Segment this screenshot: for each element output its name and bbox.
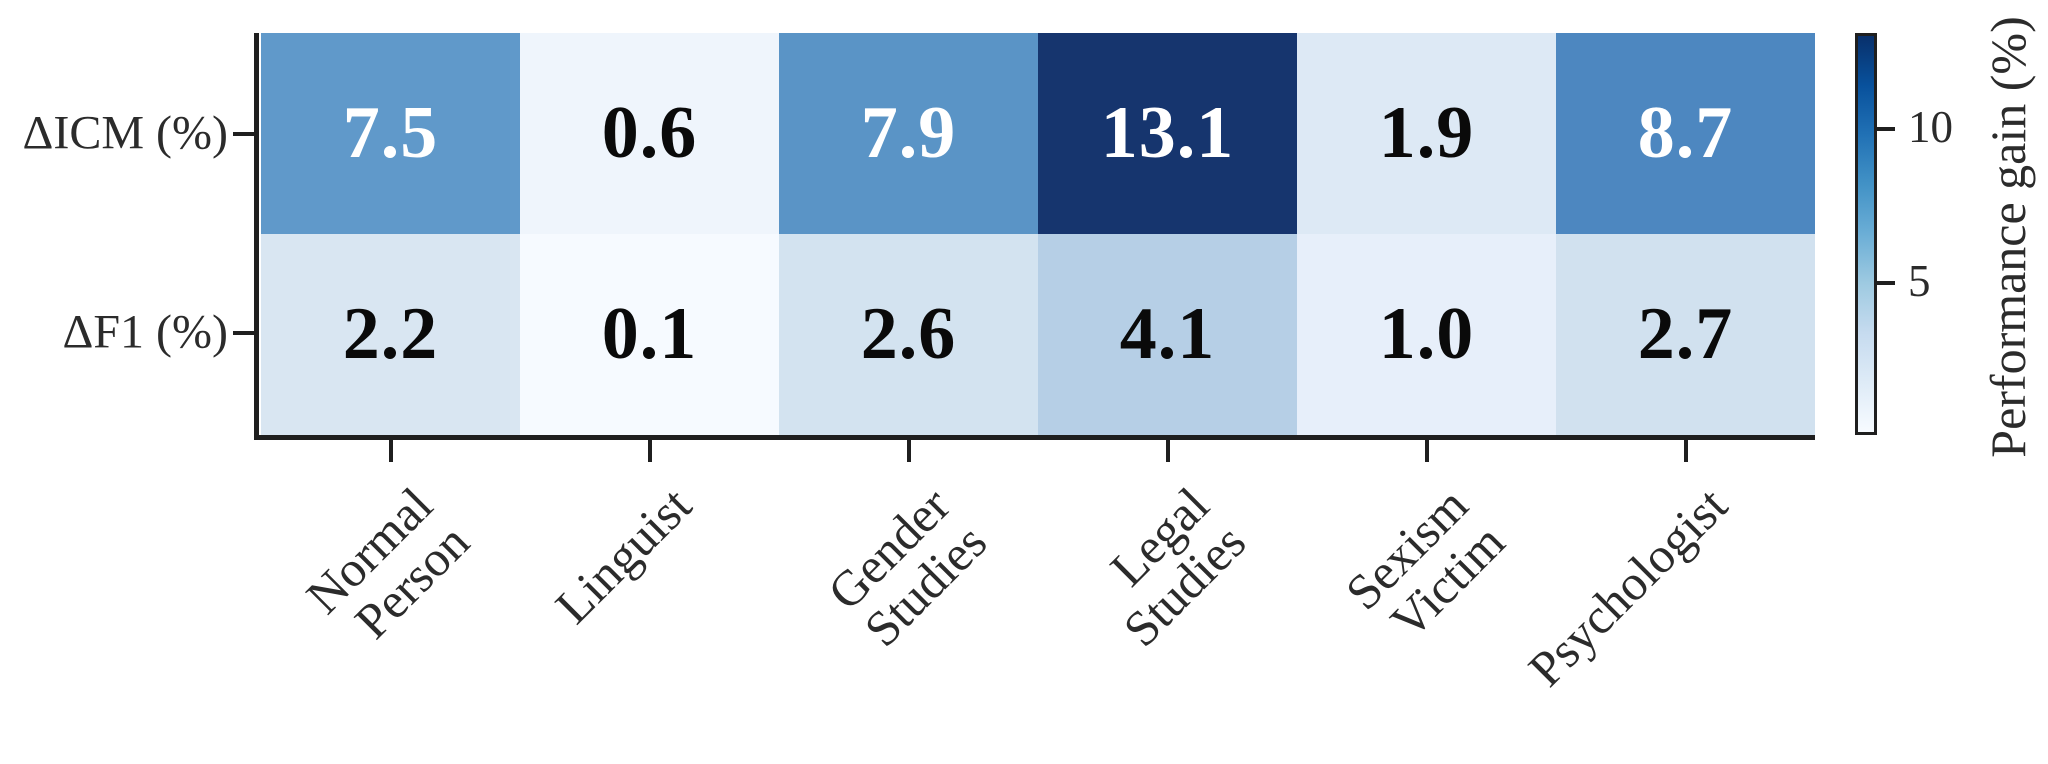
y-axis-spine	[254, 33, 259, 440]
heatmap-cell: 0.1	[520, 234, 779, 435]
x-axis-spine	[254, 435, 1815, 440]
heatmap-cell: 0.6	[520, 33, 779, 234]
heatmap-cell: 2.7	[1556, 234, 1815, 435]
x-label: Legal Studies	[1099, 476, 1257, 658]
x-tick	[906, 440, 911, 462]
x-tick	[647, 440, 652, 462]
colorbar	[1855, 33, 1877, 435]
x-tick	[1165, 440, 1170, 462]
heatmap-cell: 1.0	[1297, 234, 1556, 435]
colorbar-tick-label: 10	[1908, 101, 1953, 152]
x-label: Normal Person	[295, 476, 480, 650]
row-label-icm: ΔICM (%)	[22, 106, 229, 160]
colorbar-tick-label: 5	[1908, 256, 1931, 307]
colorbar-tick	[1877, 281, 1895, 286]
heatmap-cell: 4.1	[1038, 234, 1297, 435]
x-label: Sexism Victim	[1334, 476, 1516, 650]
heatmap-grid: 7.5 0.6 7.9 13.1 1.9 8.7 2.2 0.1 2.6 4.1 1.0 2.7	[261, 33, 1815, 435]
colorbar-tick	[1877, 126, 1895, 131]
heatmap-cell: 13.1	[1038, 33, 1297, 234]
heatmap-cell: 1.9	[1297, 33, 1556, 234]
heatmap-cell: 8.7	[1556, 33, 1815, 234]
y-tick-f1	[233, 331, 255, 335]
heatmap-cell: 2.6	[779, 234, 1038, 435]
x-label: Gender Studies	[817, 476, 998, 658]
x-label: Psychologist	[1517, 476, 1738, 697]
x-label: Linguist	[544, 476, 702, 635]
heatmap-cell: 2.2	[261, 234, 520, 435]
y-tick-icm	[233, 132, 255, 136]
row-label-f1: ΔF1 (%)	[62, 305, 228, 359]
heatmap-cell: 7.9	[779, 33, 1038, 234]
heatmap-cell: 7.5	[261, 33, 520, 234]
x-tick	[388, 440, 393, 462]
colorbar-label: Performance gain (%)	[1980, 16, 2036, 458]
x-tick	[1683, 440, 1688, 462]
x-tick	[1424, 440, 1429, 462]
